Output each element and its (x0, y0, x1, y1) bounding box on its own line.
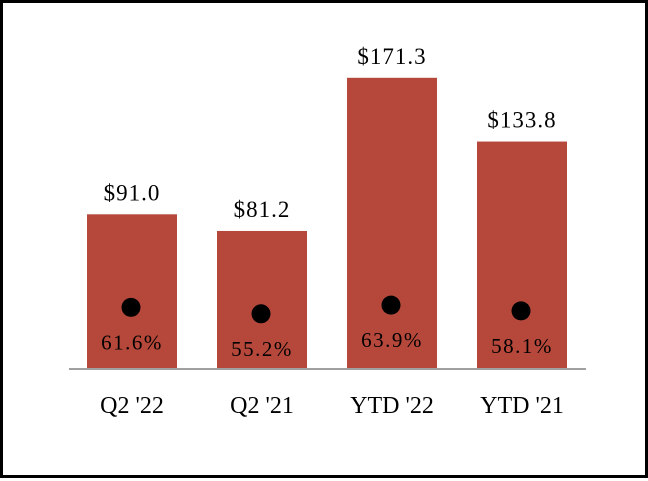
value-label: $91.0 (104, 180, 161, 205)
category-label: YTD '21 (480, 393, 564, 419)
value-label: $81.2 (234, 197, 291, 222)
percent-marker (381, 295, 401, 315)
percent-marker (251, 304, 271, 324)
bar (217, 230, 307, 369)
percent-marker (121, 297, 141, 317)
bar (477, 141, 567, 369)
percent-label: 61.6% (101, 330, 163, 354)
value-label: $171.3 (357, 44, 426, 69)
bars-layer: $91.0 61.6% Q2 '22 $81.2 55.2% Q2 '21 $171.3 63… (87, 44, 567, 419)
bar-chart: $91.0 61.6% Q2 '22 $81.2 55.2% Q2 '21 $171.3 63… (69, 44, 586, 419)
bar (87, 214, 177, 369)
value-label: $133.8 (487, 108, 556, 133)
percent-marker (511, 301, 531, 321)
category-label: Q2 '22 (100, 393, 164, 419)
percent-label: 58.1% (491, 334, 553, 358)
percent-label: 55.2% (231, 337, 293, 361)
percent-label: 63.9% (361, 328, 423, 352)
category-label: YTD '22 (350, 393, 434, 419)
category-label: Q2 '21 (230, 393, 294, 419)
bar (347, 77, 437, 369)
